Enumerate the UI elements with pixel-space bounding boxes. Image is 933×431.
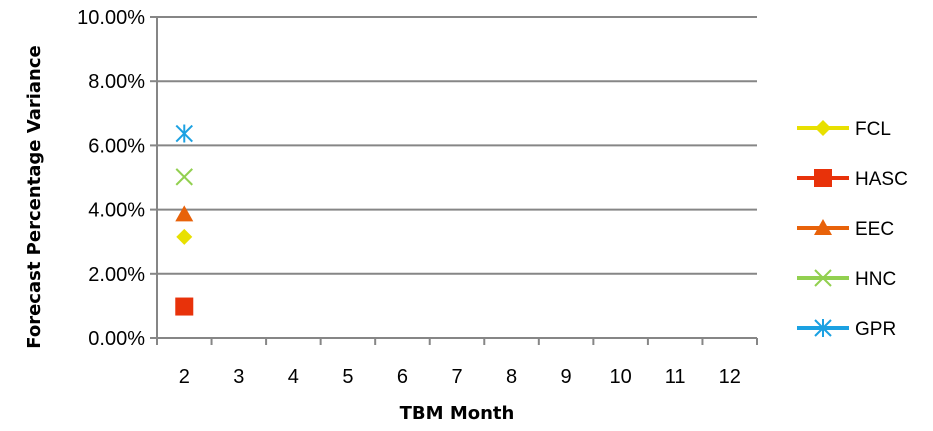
data-point-fcl xyxy=(176,228,193,245)
data-point-hnc xyxy=(175,168,193,186)
x-tick-label: 6 xyxy=(397,366,408,388)
legend-label: EEC xyxy=(855,219,894,240)
x-tick-label: 11 xyxy=(665,366,686,388)
y-tick-label: 6.00% xyxy=(88,135,145,157)
gridlines xyxy=(157,16,757,275)
x-tick-labels: 2 3 4 5 6 7 8 9 10 11 12 xyxy=(179,366,741,388)
x-tick-label: 10 xyxy=(610,366,632,388)
x-tick-label: 4 xyxy=(288,366,299,388)
legend-label: HNC xyxy=(855,269,896,290)
y-tick-label: 4.00% xyxy=(88,200,145,222)
legend-item-fcl: FCL xyxy=(797,119,891,140)
legend: FCL HASC EEC HNC GPR xyxy=(797,119,908,340)
y-tick-label: 0.00% xyxy=(88,328,145,350)
x-tick-label: 9 xyxy=(561,366,572,388)
legend-label: HASC xyxy=(855,169,908,190)
data-point-hasc xyxy=(175,297,194,316)
legend-marker xyxy=(814,219,832,235)
x-tick-label: 8 xyxy=(506,366,517,388)
legend-item-eec: EEC xyxy=(797,219,894,240)
y-tick-label: 2.00% xyxy=(88,264,145,286)
legend-label: FCL xyxy=(855,119,891,140)
x-tick-label: 2 xyxy=(179,366,190,388)
legend-marker xyxy=(814,319,832,337)
legend-marker xyxy=(814,269,832,287)
x-axis-title: TBM Month xyxy=(400,403,515,424)
x-tick-label: 3 xyxy=(233,366,244,388)
data-point-gpr xyxy=(175,124,193,143)
legend-marker xyxy=(814,169,832,187)
data-point-eec xyxy=(175,205,194,222)
y-tick-label: 8.00% xyxy=(88,71,145,93)
legend-item-gpr: GPR xyxy=(797,319,896,340)
legend-item-hasc: HASC xyxy=(797,169,908,190)
axes xyxy=(150,16,758,345)
legend-label: GPR xyxy=(855,319,896,340)
y-tick-label: 10.00% xyxy=(77,7,145,29)
x-tick-label: 12 xyxy=(719,366,741,388)
x-tick-label: 5 xyxy=(342,366,353,388)
data-points xyxy=(175,124,194,316)
x-tick-label: 7 xyxy=(451,366,462,388)
legend-marker xyxy=(815,120,831,136)
y-axis-title: Forecast Percentage Variance xyxy=(24,45,45,348)
legend-item-hnc: HNC xyxy=(797,269,896,290)
y-tick-labels: 0.00% 2.00% 4.00% 6.00% 8.00% 10.00% xyxy=(77,7,145,350)
